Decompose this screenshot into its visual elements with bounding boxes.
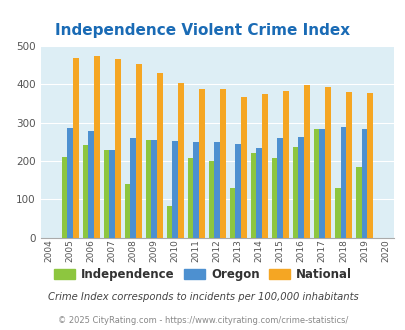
Bar (235, 144, 241, 238)
Bar (88, 131, 94, 238)
Bar (115, 59, 120, 238)
Bar (220, 89, 225, 238)
Bar (136, 64, 141, 238)
Bar (172, 141, 177, 238)
Bar (193, 142, 198, 238)
Bar (62, 157, 67, 238)
Bar (292, 147, 298, 238)
Bar (324, 87, 330, 238)
Bar (166, 206, 172, 238)
Bar (282, 91, 288, 238)
Bar (256, 148, 262, 238)
Bar (298, 137, 303, 238)
Bar (355, 167, 361, 238)
Bar (187, 158, 193, 238)
Bar (262, 94, 267, 238)
Bar (151, 140, 157, 238)
Bar (103, 150, 109, 238)
Bar (313, 128, 319, 238)
Text: Independence Violent Crime Index: Independence Violent Crime Index (55, 23, 350, 38)
Bar (334, 188, 340, 238)
Bar (361, 129, 366, 238)
Bar (366, 92, 372, 238)
Bar (82, 145, 88, 238)
Bar (250, 152, 256, 238)
Bar (208, 161, 214, 238)
Bar (198, 89, 204, 238)
Bar (319, 129, 324, 238)
Bar (109, 149, 115, 238)
Bar (124, 184, 130, 238)
Bar (303, 85, 309, 238)
Bar (214, 142, 220, 238)
Bar (271, 158, 277, 238)
Legend: Independence, Oregon, National: Independence, Oregon, National (49, 263, 356, 286)
Bar (157, 73, 162, 238)
Bar (67, 128, 72, 238)
Text: Crime Index corresponds to incidents per 100,000 inhabitants: Crime Index corresponds to incidents per… (47, 292, 358, 302)
Bar (72, 58, 78, 238)
Text: © 2025 CityRating.com - https://www.cityrating.com/crime-statistics/: © 2025 CityRating.com - https://www.city… (58, 315, 347, 325)
Bar (177, 83, 183, 238)
Bar (94, 56, 99, 238)
Bar (277, 138, 282, 238)
Bar (229, 188, 235, 238)
Bar (340, 127, 345, 238)
Bar (130, 138, 136, 238)
Bar (145, 140, 151, 238)
Bar (241, 97, 246, 238)
Bar (345, 92, 351, 238)
